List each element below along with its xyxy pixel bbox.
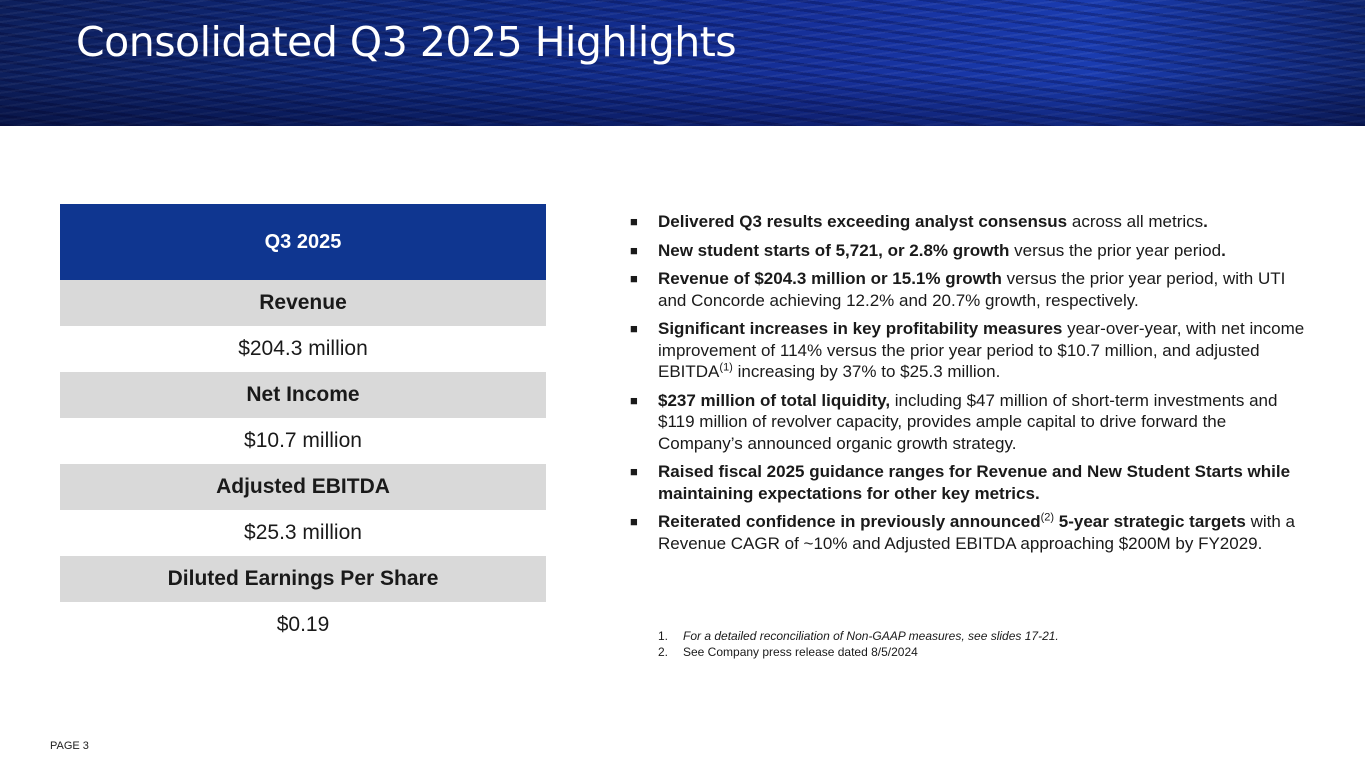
highlight-text: including $47 million of short-term inve… [658, 390, 1278, 453]
metrics-table-header: Q3 2025 [60, 204, 546, 280]
highlight-bold-text: Significant increases in key profitabili… [658, 319, 1063, 338]
highlight-text-continued: increasing by 37% to $25.3 million. [732, 362, 1001, 381]
highlight-bold-text: Delivered Q3 results exceeding analyst c… [658, 212, 1068, 231]
footnote-number: 2. [658, 645, 669, 659]
footnote-ref: (1) [719, 361, 733, 374]
highlight-text: across all metrics [1067, 212, 1204, 231]
header-banner [0, 0, 1365, 126]
highlight-item: ■ Delivered Q3 results exceeding analyst… [630, 211, 1310, 233]
highlight-item: ■ Reiterated confidence in previously an… [630, 511, 1310, 554]
footnote-ref: (2) [1040, 511, 1055, 524]
highlight-item: ■ New student starts of 5,721, or 2.8% g… [630, 240, 1310, 262]
bullet-square-icon: ■ [630, 214, 638, 229]
bullet-square-icon: ■ [630, 271, 638, 286]
metric-value-revenue: $204.3 million [60, 326, 546, 372]
highlight-item: ■ Significant increases in key profitabi… [630, 318, 1310, 383]
footnote-text: For a detailed reconciliation of Non-GAA… [683, 629, 1059, 643]
footnote-item: 1. For a detailed reconciliation of Non-… [658, 628, 1298, 644]
highlight-text: versus the prior year period [1009, 240, 1222, 260]
metric-value-adjusted-ebitda: $25.3 million [60, 510, 546, 556]
bullet-square-icon: ■ [630, 514, 638, 529]
footnotes: 1. For a detailed reconciliation of Non-… [658, 628, 1298, 660]
highlight-end-punctuation: . [1221, 240, 1226, 260]
highlight-text-continued: with a Revenue CAGR of ~10% and Adjusted… [658, 512, 1296, 553]
highlight-bold-text-continued: 5-year strategic targets [1054, 512, 1246, 531]
highlight-item: ■ $237 million of total liquidity, inclu… [630, 390, 1310, 455]
page-number: PAGE 3 [50, 740, 89, 752]
highlight-bold-text: Reiterated confidence in previously anno… [658, 512, 1041, 531]
highlight-item: ■ Raised fiscal 2025 guidance ranges for… [630, 461, 1310, 504]
metric-value-diluted-eps: $0.19 [60, 602, 546, 648]
highlights-list: ■ Delivered Q3 results exceeding analyst… [630, 211, 1310, 561]
slide-title: Consolidated Q3 2025 Highlights [76, 18, 737, 66]
highlight-bold-text: Revenue of $204.3 million or 15.1% growt… [658, 269, 1002, 288]
highlight-text: year-over-year, with net income improvem… [658, 319, 1305, 381]
highlight-bold-text: Raised fiscal 2025 guidance ranges for R… [658, 462, 1291, 503]
metric-label-diluted-eps: Diluted Earnings Per Share [60, 556, 546, 602]
metrics-table: Q3 2025 Revenue $204.3 million Net Incom… [60, 204, 546, 648]
footnote-text: See Company press release dated 8/5/2024 [683, 645, 918, 659]
bullet-square-icon: ■ [630, 321, 638, 336]
metric-label-net-income: Net Income [60, 372, 546, 418]
highlight-item: ■ Revenue of $204.3 million or 15.1% gro… [630, 268, 1310, 311]
metric-value-net-income: $10.7 million [60, 418, 546, 464]
highlight-bold-text: New student starts of 5,721, or 2.8% gro… [658, 240, 1010, 260]
highlight-bold-text: $237 million of total liquidity, [658, 390, 891, 410]
bullet-square-icon: ■ [630, 392, 638, 408]
footnote-number: 1. [658, 629, 669, 643]
highlight-end-punctuation: . [1203, 212, 1208, 231]
metric-label-revenue: Revenue [60, 280, 546, 326]
bullet-square-icon: ■ [630, 464, 638, 479]
footnote-item: 2. See Company press release dated 8/5/2… [658, 644, 1298, 660]
bullet-square-icon: ■ [630, 242, 638, 258]
highlight-text: versus the prior year period, with UTI a… [658, 269, 1286, 310]
metric-label-adjusted-ebitda: Adjusted EBITDA [60, 464, 546, 510]
